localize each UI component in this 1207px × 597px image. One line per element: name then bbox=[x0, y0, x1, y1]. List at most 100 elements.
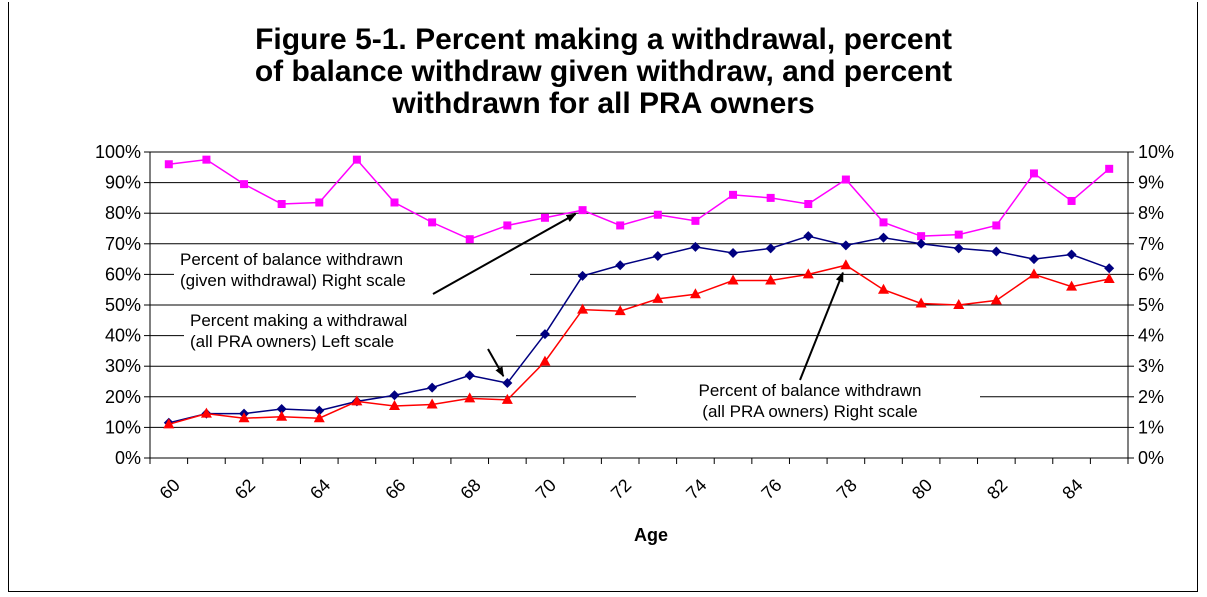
chart-frame bbox=[8, 2, 1198, 592]
right-tick-label: 4% bbox=[1138, 326, 1164, 346]
data-point-triangle bbox=[689, 288, 701, 299]
data-point-square bbox=[390, 198, 399, 207]
x-tick-label: 72 bbox=[607, 475, 635, 503]
x-tick-label: 66 bbox=[381, 475, 409, 503]
right-tick-label: 6% bbox=[1138, 264, 1164, 284]
data-point-square bbox=[1067, 196, 1076, 205]
left-axis-ticks: 0% 10% 20% 30% 40% 50% 60% 70% 80% 90% 100% bbox=[95, 142, 141, 468]
annotation-arrow bbox=[799, 271, 844, 381]
x-tick-label: 84 bbox=[1058, 475, 1086, 503]
x-tick-label: 78 bbox=[833, 475, 861, 503]
data-point-triangle bbox=[953, 299, 965, 309]
data-point-square bbox=[164, 160, 173, 169]
x-tick-label: 76 bbox=[757, 475, 785, 503]
data-point-diamond bbox=[1028, 254, 1039, 265]
data-point-square bbox=[540, 213, 549, 222]
data-point-square bbox=[465, 235, 474, 244]
x-axis-ticks: 60 62 64 66 68 70 72 74 76 78 80 82 84 bbox=[156, 475, 1087, 503]
data-point-triangle bbox=[313, 412, 325, 423]
data-point-square bbox=[1105, 164, 1114, 173]
series-line bbox=[168, 158, 1110, 241]
data-point-square bbox=[1029, 169, 1038, 178]
annotation-arrow bbox=[487, 348, 505, 377]
data-point-triangle bbox=[276, 410, 288, 421]
right-tick-label: 2% bbox=[1138, 387, 1164, 407]
data-point-square bbox=[766, 193, 775, 202]
left-tick-label: 100% bbox=[95, 142, 141, 162]
axes bbox=[144, 151, 1134, 464]
x-tick-label: 70 bbox=[532, 475, 560, 503]
data-point-diamond bbox=[577, 270, 588, 281]
data-point-diamond bbox=[690, 241, 701, 252]
x-tick-label: 80 bbox=[908, 475, 936, 503]
data-point-diamond bbox=[953, 243, 964, 254]
data-point-square bbox=[992, 221, 1001, 230]
left-tick-label: 30% bbox=[105, 356, 141, 376]
data-point-diamond bbox=[502, 378, 513, 389]
data-point-square bbox=[729, 190, 738, 199]
annotation-text: Percent of balance withdrawn bbox=[698, 381, 921, 400]
data-point-triangle bbox=[501, 393, 513, 404]
data-point-diamond bbox=[276, 404, 287, 415]
data-point-triangle bbox=[539, 355, 551, 366]
data-point-diamond bbox=[1066, 249, 1077, 260]
data-point-triangle bbox=[652, 292, 664, 303]
data-point-triangle bbox=[802, 268, 814, 279]
left-tick-label: 70% bbox=[105, 234, 141, 254]
series-layer bbox=[163, 155, 1115, 429]
annotation-layer: Percent of balance withdrawn (given withd… bbox=[174, 213, 980, 424]
data-point-diamond bbox=[615, 260, 626, 271]
data-point-square bbox=[503, 221, 512, 230]
data-point-diamond bbox=[878, 232, 889, 243]
data-point-square bbox=[616, 221, 625, 230]
data-point-square bbox=[841, 175, 850, 184]
x-tick-label: 68 bbox=[456, 475, 484, 503]
data-point-triangle bbox=[1028, 268, 1040, 279]
series-line bbox=[168, 264, 1110, 426]
x-tick-label: 64 bbox=[306, 475, 334, 503]
data-point-diamond bbox=[916, 238, 927, 249]
data-point-triangle bbox=[915, 297, 927, 308]
left-tick-label: 20% bbox=[105, 387, 141, 407]
right-tick-label: 7% bbox=[1138, 234, 1164, 254]
data-point-square bbox=[315, 198, 324, 207]
left-tick-label: 90% bbox=[105, 173, 141, 193]
annotation-text: (all PRA owners) Right scale bbox=[702, 402, 917, 421]
data-point-triangle bbox=[163, 418, 175, 429]
data-point-square bbox=[879, 218, 888, 227]
data-point-triangle bbox=[426, 398, 438, 409]
annotation-bg bbox=[174, 246, 530, 294]
data-point-diamond bbox=[539, 329, 550, 340]
data-point-triangle bbox=[1103, 272, 1115, 283]
left-tick-label: 50% bbox=[105, 295, 141, 315]
right-tick-label: 1% bbox=[1138, 417, 1164, 437]
data-point-triangle bbox=[765, 274, 777, 285]
right-axis-ticks: 0% 1% 2% 3% 4% 5% 6% 7% 8% 9% 10% bbox=[1138, 142, 1174, 468]
x-tick-label: 74 bbox=[682, 475, 710, 503]
right-tick-label: 8% bbox=[1138, 203, 1164, 223]
left-tick-label: 60% bbox=[105, 264, 141, 284]
data-point-triangle bbox=[577, 303, 589, 314]
data-point-square bbox=[202, 155, 211, 164]
data-point-square bbox=[653, 210, 662, 219]
data-point-square bbox=[428, 218, 437, 227]
data-point-square bbox=[917, 232, 926, 241]
data-point-diamond bbox=[427, 382, 438, 393]
left-tick-label: 0% bbox=[115, 448, 141, 468]
data-point-square bbox=[954, 230, 963, 239]
left-tick-label: 10% bbox=[105, 417, 141, 437]
right-tick-label: 3% bbox=[1138, 356, 1164, 376]
right-tick-label: 10% bbox=[1138, 142, 1174, 162]
annotation-text: Percent making a withdrawal bbox=[190, 311, 407, 330]
annotation-bg bbox=[636, 376, 980, 424]
data-point-diamond bbox=[728, 247, 739, 258]
data-point-triangle bbox=[990, 294, 1002, 305]
data-point-triangle bbox=[200, 407, 212, 418]
annotation-text: (all PRA owners) Left scale bbox=[190, 332, 394, 351]
data-point-diamond bbox=[1104, 263, 1115, 274]
data-point-square bbox=[240, 180, 249, 189]
chart-title: Figure 5-1. Percent making a withdrawal,… bbox=[254, 23, 953, 120]
right-tick-label: 0% bbox=[1138, 448, 1164, 468]
annotation-text: Percent of balance withdrawn bbox=[180, 250, 403, 269]
left-tick-label: 40% bbox=[105, 326, 141, 346]
